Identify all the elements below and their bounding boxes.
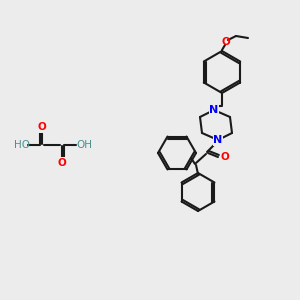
Text: N: N — [213, 135, 223, 145]
Text: O: O — [58, 158, 66, 168]
Text: OH: OH — [76, 140, 92, 150]
Text: HO: HO — [14, 140, 30, 150]
Text: O: O — [38, 122, 46, 132]
Text: N: N — [209, 105, 219, 115]
Text: O: O — [220, 152, 230, 162]
Text: O: O — [222, 37, 230, 47]
